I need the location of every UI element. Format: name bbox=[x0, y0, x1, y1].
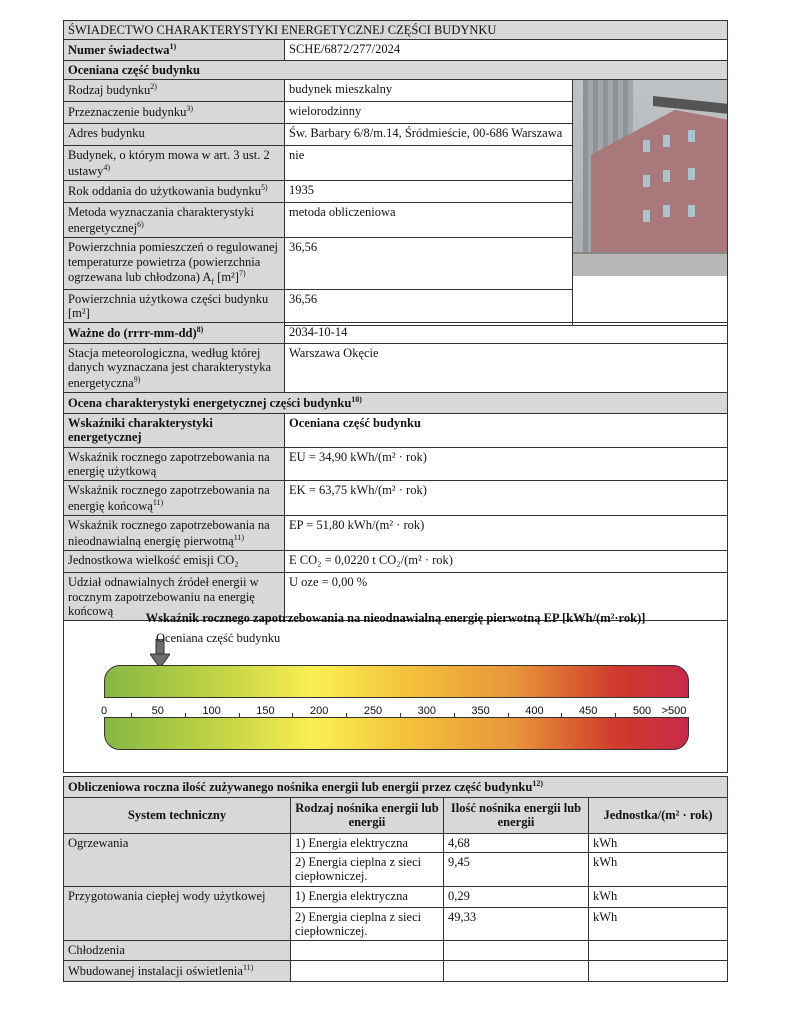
document-title: ŚWIADECTWO CHARAKTERYSTYKI ENERGETYCZNEJ… bbox=[63, 19, 728, 41]
amount: 49,33 bbox=[443, 906, 589, 942]
scale-minor-tick bbox=[130, 713, 132, 717]
validity-table: Ważne do (rrrr-mm-dd)8) 2034-10-14 Stacja… bbox=[63, 322, 728, 622]
row-value: wielorodzinny bbox=[284, 101, 573, 125]
ep-scale-chart: Wskaźnik rocznego zapotrzebowania na nie… bbox=[63, 609, 728, 773]
scale-minor-tick bbox=[507, 713, 509, 717]
row-value: 1935 bbox=[284, 180, 573, 204]
row-label: Przeznaczenie budynku3) bbox=[63, 101, 285, 125]
scale-tick-label: >500 bbox=[661, 705, 687, 717]
row-value: budynek mieszkalny bbox=[284, 79, 573, 103]
scale-minor-tick bbox=[615, 713, 617, 717]
carrier: 1) Energia elektryczna bbox=[290, 832, 444, 853]
scale-tick-label: 500 bbox=[632, 705, 652, 717]
row-value: Św. Barbary 6/8/m.14, Śródmieście, 00-68… bbox=[284, 123, 573, 147]
scale-tick-label: 0 bbox=[100, 705, 108, 717]
carrier: 1) Energia elektryczna bbox=[290, 885, 444, 908]
scale-bar-bottom bbox=[104, 717, 689, 750]
valid-until-label: Ważne do (rrrr-mm-dd)8) bbox=[63, 322, 285, 344]
col-carrier: Rodzaj nośnika energii lub energii bbox=[290, 796, 444, 834]
indicator-label: Wskaźnik rocznego zapotrzebowania na ene… bbox=[63, 446, 285, 482]
row-label: Rok oddania do użytkowania budynku5) bbox=[63, 180, 285, 204]
row-label: Powierzchnia pomieszczeń o regulowanej t… bbox=[63, 237, 285, 290]
unit: kWh bbox=[588, 832, 728, 853]
cert-number-value: SCHE/6872/277/2024 bbox=[284, 39, 728, 61]
unit: kWh bbox=[588, 851, 728, 887]
scale-bar-top bbox=[104, 665, 689, 698]
scale-tick-label: 350 bbox=[471, 705, 490, 717]
row-label: Metoda wyznaczania charakterystyki energ… bbox=[63, 202, 285, 239]
scale-minor-tick bbox=[346, 713, 348, 717]
scale-tick-label: 50 bbox=[151, 705, 164, 717]
assessed-part-table: Oceniana część budynku Rodzaj budynku2) b… bbox=[63, 59, 728, 326]
scale-tick-label: 150 bbox=[256, 705, 275, 717]
row-label: Adres budynku bbox=[63, 123, 285, 147]
scale-minor-tick bbox=[292, 713, 294, 717]
carrier: 2) Energia cieplna z sieci ciepłowniczej… bbox=[290, 851, 444, 887]
assessed-header: Oceniana część budynku bbox=[63, 59, 728, 81]
scale-minor-tick bbox=[184, 713, 186, 717]
system-label: Przygotowania ciepłej wody użytkowej bbox=[63, 885, 291, 942]
building-photo bbox=[572, 79, 728, 326]
scale-tick-label: 250 bbox=[363, 705, 383, 717]
valid-until-value: 2034-10-14 bbox=[284, 322, 728, 344]
marker-label: Oceniana część budynku bbox=[156, 631, 281, 645]
scale-tick-label: 200 bbox=[310, 705, 329, 717]
assessed-col-header: Oceniana część budynku bbox=[284, 412, 728, 448]
station-label: Stacja meteorologiczna, według której da… bbox=[63, 342, 285, 394]
scale-tick-label: 300 bbox=[417, 705, 436, 717]
evaluation-header: Ocena charakterystyki energetycznej częś… bbox=[63, 392, 728, 414]
certificate-header-table: ŚWIADECTWO CHARAKTERYSTYKI ENERGETYCZNEJ… bbox=[63, 19, 728, 61]
indicator-value: EP = 51,80 kWh/(m² · rok) bbox=[284, 515, 728, 552]
indicator-label: Wskaźnik rocznego zapotrzebowania na ene… bbox=[63, 480, 285, 517]
energy-carriers-table: Obliczeniowa roczna ilość zużywanego noś… bbox=[63, 776, 728, 982]
row-value: 36,56 bbox=[284, 288, 573, 326]
row-label: Rodzaj budynku2) bbox=[63, 79, 285, 103]
scale-minor-tick bbox=[399, 713, 401, 717]
indicator-label: Jednostkowa wielkość emisji CO₂ bbox=[63, 550, 285, 574]
scale-minor-tick bbox=[561, 713, 563, 717]
row-value: 36,56 bbox=[284, 237, 573, 290]
carriers-header: Obliczeniowa roczna ilość zużywanego noś… bbox=[63, 776, 728, 798]
cert-number-label: Numer świadectwa1) bbox=[63, 39, 285, 61]
indicators-col-header: Wskaźniki charakterystyki energetycznej bbox=[63, 412, 285, 448]
system-label: Chłodzenia bbox=[63, 940, 291, 961]
amount: 9,45 bbox=[443, 851, 589, 887]
row-label: Powierzchnia użytkowa części budynku [m²… bbox=[63, 288, 285, 326]
col-unit: Jednostka/(m² · rok) bbox=[588, 796, 728, 834]
marker-arrow-icon bbox=[148, 638, 171, 669]
col-system: System techniczny bbox=[63, 796, 291, 834]
scale-tick-label: 100 bbox=[202, 705, 221, 717]
row-value: metoda obliczeniowa bbox=[284, 202, 573, 239]
amount: 4,68 bbox=[443, 832, 589, 853]
row-label: Budynek, o którym mowa w art. 3 ust. 2 u… bbox=[63, 145, 285, 182]
unit: kWh bbox=[588, 885, 728, 908]
indicator-value: EU = 34,90 kWh/(m² · rok) bbox=[284, 446, 728, 482]
scale-tick-label: 400 bbox=[525, 705, 544, 717]
scale-title: Wskaźnik rocznego zapotrzebowania na nie… bbox=[145, 611, 646, 625]
indicator-label: Udział odnawialnych źródeł energii w roc… bbox=[63, 572, 285, 622]
carrier: 2) Energia cieplna z sieci ciepłowniczej… bbox=[290, 906, 444, 942]
station-value: Warszawa Okęcie bbox=[284, 342, 728, 394]
unit: kWh bbox=[588, 906, 728, 942]
indicator-value: E CO₂ = 0,0220 t CO₂/(m² · rok) bbox=[284, 550, 728, 574]
indicator-value: U oze = 0,00 % bbox=[284, 572, 728, 622]
amount: 0,29 bbox=[443, 885, 589, 908]
scale-tick-label: 450 bbox=[579, 705, 598, 717]
row-value: nie bbox=[284, 145, 573, 182]
system-label: Ogrzewania bbox=[63, 832, 291, 887]
scale-minor-tick bbox=[238, 713, 240, 717]
indicator-label: Wskaźnik rocznego zapotrzebowania na nie… bbox=[63, 515, 285, 552]
indicator-value: EK = 63,75 kWh/(m² · rok) bbox=[284, 480, 728, 517]
col-amount: Ilość nośnika energii lub energii bbox=[443, 796, 589, 834]
scale-minor-tick bbox=[453, 713, 455, 717]
system-label: Wbudowanej instalacji oświetlenia11) bbox=[63, 959, 291, 982]
